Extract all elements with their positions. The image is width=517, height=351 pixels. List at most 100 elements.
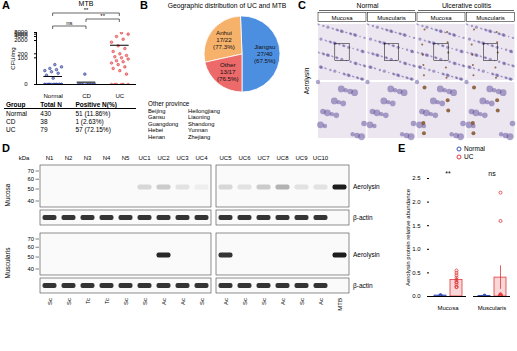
svg-text:17/22: 17/22 — [216, 36, 232, 43]
svg-text:Sc: Sc — [47, 298, 53, 305]
svg-text:N2: N2 — [65, 155, 73, 161]
svg-text:Shandong: Shandong — [188, 121, 214, 127]
svg-text:Beijing: Beijing — [148, 108, 165, 114]
svg-text:40: 40 — [28, 266, 34, 272]
svg-text:Sc: Sc — [261, 298, 267, 305]
svg-text:UC: UC — [464, 153, 474, 160]
svg-text:Sc: Sc — [142, 298, 148, 305]
svg-text:Muscularis: Muscularis — [377, 15, 406, 21]
svg-text:200: 200 — [17, 51, 28, 57]
svg-text:Normal: Normal — [43, 93, 62, 99]
svg-text:0: 0 — [24, 81, 28, 87]
svg-text:Sc: Sc — [123, 298, 129, 305]
svg-text:Mucosa: Mucosa — [430, 15, 452, 21]
html-text:A: A — [2, 0, 10, 11]
svg-text:60: 60 — [28, 176, 34, 182]
svg-text:70: 70 — [28, 168, 34, 174]
svg-text:Mucosa: Mucosa — [437, 305, 459, 311]
svg-text:Guangdong: Guangdong — [148, 121, 178, 127]
svg-text:0.0: 0.0 — [412, 293, 421, 299]
svg-text:Ac: Ac — [161, 298, 167, 305]
svg-text:N3: N3 — [84, 155, 92, 161]
svg-text:ns: ns — [488, 170, 496, 177]
svg-text:27/40: 27/40 — [257, 50, 273, 57]
svg-text:Muscularis: Muscularis — [476, 15, 505, 21]
svg-text:Anhui: Anhui — [216, 29, 232, 36]
svg-text:13/17: 13/17 — [220, 68, 236, 75]
svg-text:N5: N5 — [122, 155, 130, 161]
svg-text:Sc: Sc — [66, 298, 72, 305]
svg-text:Other: Other — [220, 61, 235, 68]
svg-text:Normal: Normal — [464, 145, 486, 152]
svg-text:β-actin: β-actin — [353, 214, 373, 222]
svg-text:0.5: 0.5 — [412, 270, 421, 276]
svg-text:Tc: Tc — [104, 298, 110, 304]
svg-text:8000: 8000 — [14, 29, 28, 35]
svg-text:N1: N1 — [46, 155, 54, 161]
svg-text:Aerolysin: Aerolysin — [353, 183, 380, 191]
svg-text:Aerolysin: Aerolysin — [353, 251, 380, 259]
svg-text:MTB: MTB — [337, 298, 343, 311]
svg-text:Jiangsu: Jiangsu — [254, 43, 276, 50]
svg-text:UC6: UC6 — [238, 155, 251, 161]
svg-text:Sc: Sc — [299, 298, 305, 305]
svg-text:50: 50 — [28, 254, 34, 260]
svg-text:UC7: UC7 — [257, 155, 270, 161]
html-text:C: C — [298, 0, 306, 11]
svg-text:Ac: Ac — [180, 298, 186, 305]
svg-text:(77.3%): (77.3%) — [213, 43, 235, 50]
svg-text:Zhejiang: Zhejiang — [188, 134, 210, 140]
svg-text:Henan: Henan — [148, 134, 165, 140]
svg-text:UC2: UC2 — [157, 155, 170, 161]
svg-text:CD: CD — [82, 93, 91, 99]
svg-text:Sc: Sc — [242, 298, 248, 305]
svg-text:40: 40 — [28, 198, 34, 204]
svg-text:60: 60 — [28, 244, 34, 250]
svg-text:UC: UC — [115, 93, 124, 99]
svg-text:UC1: UC1 — [138, 155, 151, 161]
svg-text:Normal: Normal — [357, 2, 379, 9]
svg-text:Heilongjiang: Heilongjiang — [188, 108, 220, 114]
svg-text:ns: ns — [66, 20, 72, 26]
svg-text:UC10: UC10 — [313, 155, 329, 161]
html-text:B: B — [140, 0, 148, 11]
svg-text:Tc: Tc — [85, 298, 91, 304]
svg-text:Gansu: Gansu — [148, 114, 165, 120]
svg-text:Ulcerative colitis: Ulcerative colitis — [442, 2, 492, 9]
svg-text:**: ** — [100, 13, 105, 19]
svg-text:Mucosa: Mucosa — [331, 15, 353, 21]
svg-text:2.5: 2.5 — [412, 175, 421, 181]
svg-text:1.5: 1.5 — [412, 223, 421, 229]
svg-text:2.0: 2.0 — [412, 199, 421, 205]
svg-text:Mucosa: Mucosa — [4, 183, 11, 206]
svg-text:UC4: UC4 — [195, 155, 208, 161]
svg-text:CFU/mg: CFU/mg — [10, 47, 16, 69]
svg-text:**: ** — [445, 170, 451, 177]
svg-text:70: 70 — [28, 236, 34, 242]
svg-text:β-actin: β-actin — [353, 282, 373, 290]
svg-text:UC8: UC8 — [276, 155, 289, 161]
svg-text:Geographic distribution of UC: Geographic distribution of UC and MTB — [168, 2, 287, 10]
svg-text:Yunnan: Yunnan — [188, 127, 208, 133]
svg-text:Hebei: Hebei — [148, 127, 163, 133]
svg-text:Sc: Sc — [199, 298, 205, 305]
svg-text:1.0: 1.0 — [412, 246, 421, 252]
svg-text:**: ** — [84, 7, 89, 13]
svg-text:UC5: UC5 — [219, 155, 232, 161]
svg-text:Muscularis: Muscularis — [478, 305, 507, 311]
svg-text:(67.5%): (67.5%) — [254, 57, 276, 64]
svg-text:(76.5%): (76.5%) — [217, 75, 239, 82]
svg-text:Other province: Other province — [148, 100, 190, 108]
svg-text:N4: N4 — [103, 155, 111, 161]
svg-text:Aerolysin: Aerolysin — [303, 67, 311, 94]
svg-text:kDa: kDa — [19, 155, 30, 161]
svg-text:Ac: Ac — [280, 298, 286, 305]
svg-text:50: 50 — [28, 186, 34, 192]
svg-text:UC3: UC3 — [176, 155, 189, 161]
svg-text:Liaoning: Liaoning — [188, 114, 210, 120]
svg-text:Aerolysin protein relative abu: Aerolysin protein relative abundance — [405, 188, 411, 286]
svg-text:UC9: UC9 — [295, 155, 308, 161]
svg-text:Ac: Ac — [223, 298, 229, 305]
svg-text:Ac: Ac — [318, 298, 324, 305]
svg-text:Muscularis: Muscularis — [4, 247, 11, 279]
